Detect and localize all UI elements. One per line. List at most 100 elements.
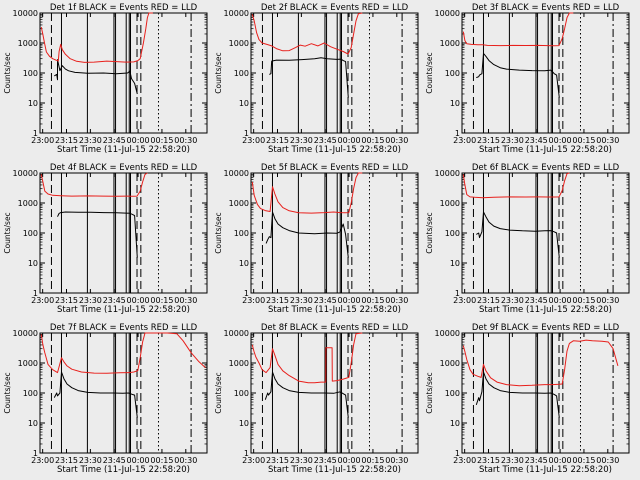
x-axis-label: Start Time (11-Jul-15 22:58:20): [479, 465, 612, 475]
x-tick-label: 23:00: [31, 456, 54, 465]
x-tick-label: 00:00: [338, 136, 361, 145]
x-tick-label: 00:30: [385, 136, 408, 145]
y-tick-label: 100: [234, 229, 249, 238]
x-tick-label: 23:45: [103, 456, 126, 465]
x-tick-label: 00:30: [596, 136, 619, 145]
lld-series-line: [40, 172, 148, 197]
x-tick-label: 00:15: [150, 456, 173, 465]
x-tick-label: 23:30: [501, 456, 524, 465]
plot-frame: [39, 172, 208, 294]
y-axis-label: Counts/sec: [214, 372, 223, 413]
y-axis-label: Counts/sec: [425, 212, 434, 253]
y-axis-label: Counts/sec: [214, 212, 223, 253]
panel-title: Det 3f BLACK = Events RED = LLD: [472, 3, 620, 13]
events-series-line: [475, 371, 560, 418]
lld-series-line: [251, 12, 363, 55]
x-tick-label: 23:15: [266, 136, 289, 145]
y-tick-label: 1: [244, 289, 249, 298]
y-tick-label: 100: [234, 69, 249, 78]
plot-frame: [250, 12, 419, 134]
x-tick-label: 00:00: [549, 136, 572, 145]
y-axis-label: Counts/sec: [3, 212, 12, 253]
y-tick-label: 1000: [18, 199, 38, 208]
x-tick-label: 23:45: [314, 456, 337, 465]
panel-title: Det 4f BLACK = Events RED = LLD: [50, 163, 198, 173]
x-tick-label: 00:30: [385, 456, 408, 465]
lld-series-line: [462, 172, 570, 199]
x-tick-label: 23:00: [453, 136, 476, 145]
x-tick-label: 23:00: [31, 136, 54, 145]
x-tick-label: 00:30: [174, 136, 197, 145]
y-tick-label: 10: [450, 419, 460, 428]
y-tick-label: 1000: [229, 39, 249, 48]
y-axis-label: Counts/sec: [214, 52, 223, 93]
y-tick-label: 1000: [440, 39, 460, 48]
x-tick-label: 23:45: [525, 456, 548, 465]
y-tick-label: 1: [33, 129, 38, 138]
detector-panel: Det 5f BLACK = Events RED = LLD 23:00 23:1…: [214, 163, 419, 315]
y-axis-label: Counts/sec: [425, 52, 434, 93]
x-axis-label: Start Time (11-Jul-15 22:58:20): [268, 465, 401, 475]
x-axis-label: Start Time (11-Jul-15 22:58:20): [268, 305, 401, 315]
panel-title: Det 6f BLACK = Events RED = LLD: [472, 163, 620, 173]
x-tick-label: 23:15: [477, 296, 500, 305]
y-tick-label: 10: [450, 259, 460, 268]
y-tick-label: 10000: [435, 329, 460, 338]
y-tick-label: 1: [33, 449, 38, 458]
y-tick-label: 10: [28, 419, 38, 428]
y-tick-label: 1: [244, 449, 249, 458]
y-tick-label: 10: [450, 99, 460, 108]
y-tick-label: 1: [455, 129, 460, 138]
events-series-line: [265, 211, 349, 258]
y-tick-label: 1: [33, 289, 38, 298]
x-tick-label: 23:30: [79, 296, 102, 305]
y-tick-label: 10: [28, 259, 38, 268]
x-axis-label: Start Time (11-Jul-15 22:58:20): [57, 465, 190, 475]
x-tick-label: 23:30: [290, 136, 313, 145]
lld-series-line: [251, 172, 363, 214]
detector-panel: Det 4f BLACK = Events RED = LLD 23:00 23:1…: [3, 163, 208, 315]
y-tick-label: 10000: [224, 169, 249, 178]
events-series-line: [53, 371, 138, 418]
x-tick-label: 23:45: [525, 136, 548, 145]
y-tick-label: 100: [234, 389, 249, 398]
y-tick-label: 100: [445, 229, 460, 238]
x-tick-label: 23:15: [266, 456, 289, 465]
x-tick-label: 23:45: [525, 296, 548, 305]
panel-title: Det 9f BLACK = Events RED = LLD: [472, 323, 620, 333]
y-tick-label: 1000: [18, 39, 38, 48]
detector-panel: Det 6f BLACK = Events RED = LLD 23:00 23:1…: [425, 163, 630, 315]
x-tick-label: 23:00: [31, 296, 54, 305]
y-tick-label: 10000: [13, 9, 38, 18]
y-tick-label: 10: [239, 99, 249, 108]
y-tick-label: 1: [455, 289, 460, 298]
detector-panel: Det 2f BLACK = Events RED = LLD 23:00 23:1…: [214, 3, 419, 155]
y-tick-label: 1000: [229, 359, 249, 368]
y-tick-label: 10000: [13, 169, 38, 178]
x-tick-label: 23:15: [477, 456, 500, 465]
x-tick-label: 00:15: [150, 296, 173, 305]
y-tick-label: 1: [244, 129, 249, 138]
x-tick-label: 00:00: [127, 456, 150, 465]
y-tick-label: 10000: [224, 9, 249, 18]
y-tick-label: 1000: [229, 199, 249, 208]
x-tick-label: 00:15: [361, 136, 384, 145]
x-tick-label: 00:00: [127, 296, 150, 305]
x-tick-label: 23:30: [79, 136, 102, 145]
x-axis-label: Start Time (11-Jul-15 22:58:20): [479, 145, 612, 155]
x-tick-label: 00:30: [596, 296, 619, 305]
x-tick-label: 00:00: [338, 456, 361, 465]
x-tick-label: 00:00: [549, 296, 572, 305]
y-tick-label: 1000: [440, 199, 460, 208]
events-series-line: [476, 211, 560, 258]
lld-series-line: [462, 12, 574, 47]
x-axis-label: Start Time (11-Jul-15 22:58:20): [479, 305, 612, 315]
lld-series-line: [462, 339, 619, 387]
y-axis-label: Counts/sec: [3, 372, 12, 413]
x-tick-label: 23:45: [103, 136, 126, 145]
x-tick-label: 00:30: [174, 296, 197, 305]
lld-series-line: [40, 332, 206, 374]
detector-panel: Det 8f BLACK = Events RED = LLD 23:00 23:1…: [214, 323, 419, 475]
y-tick-label: 10000: [224, 329, 249, 338]
